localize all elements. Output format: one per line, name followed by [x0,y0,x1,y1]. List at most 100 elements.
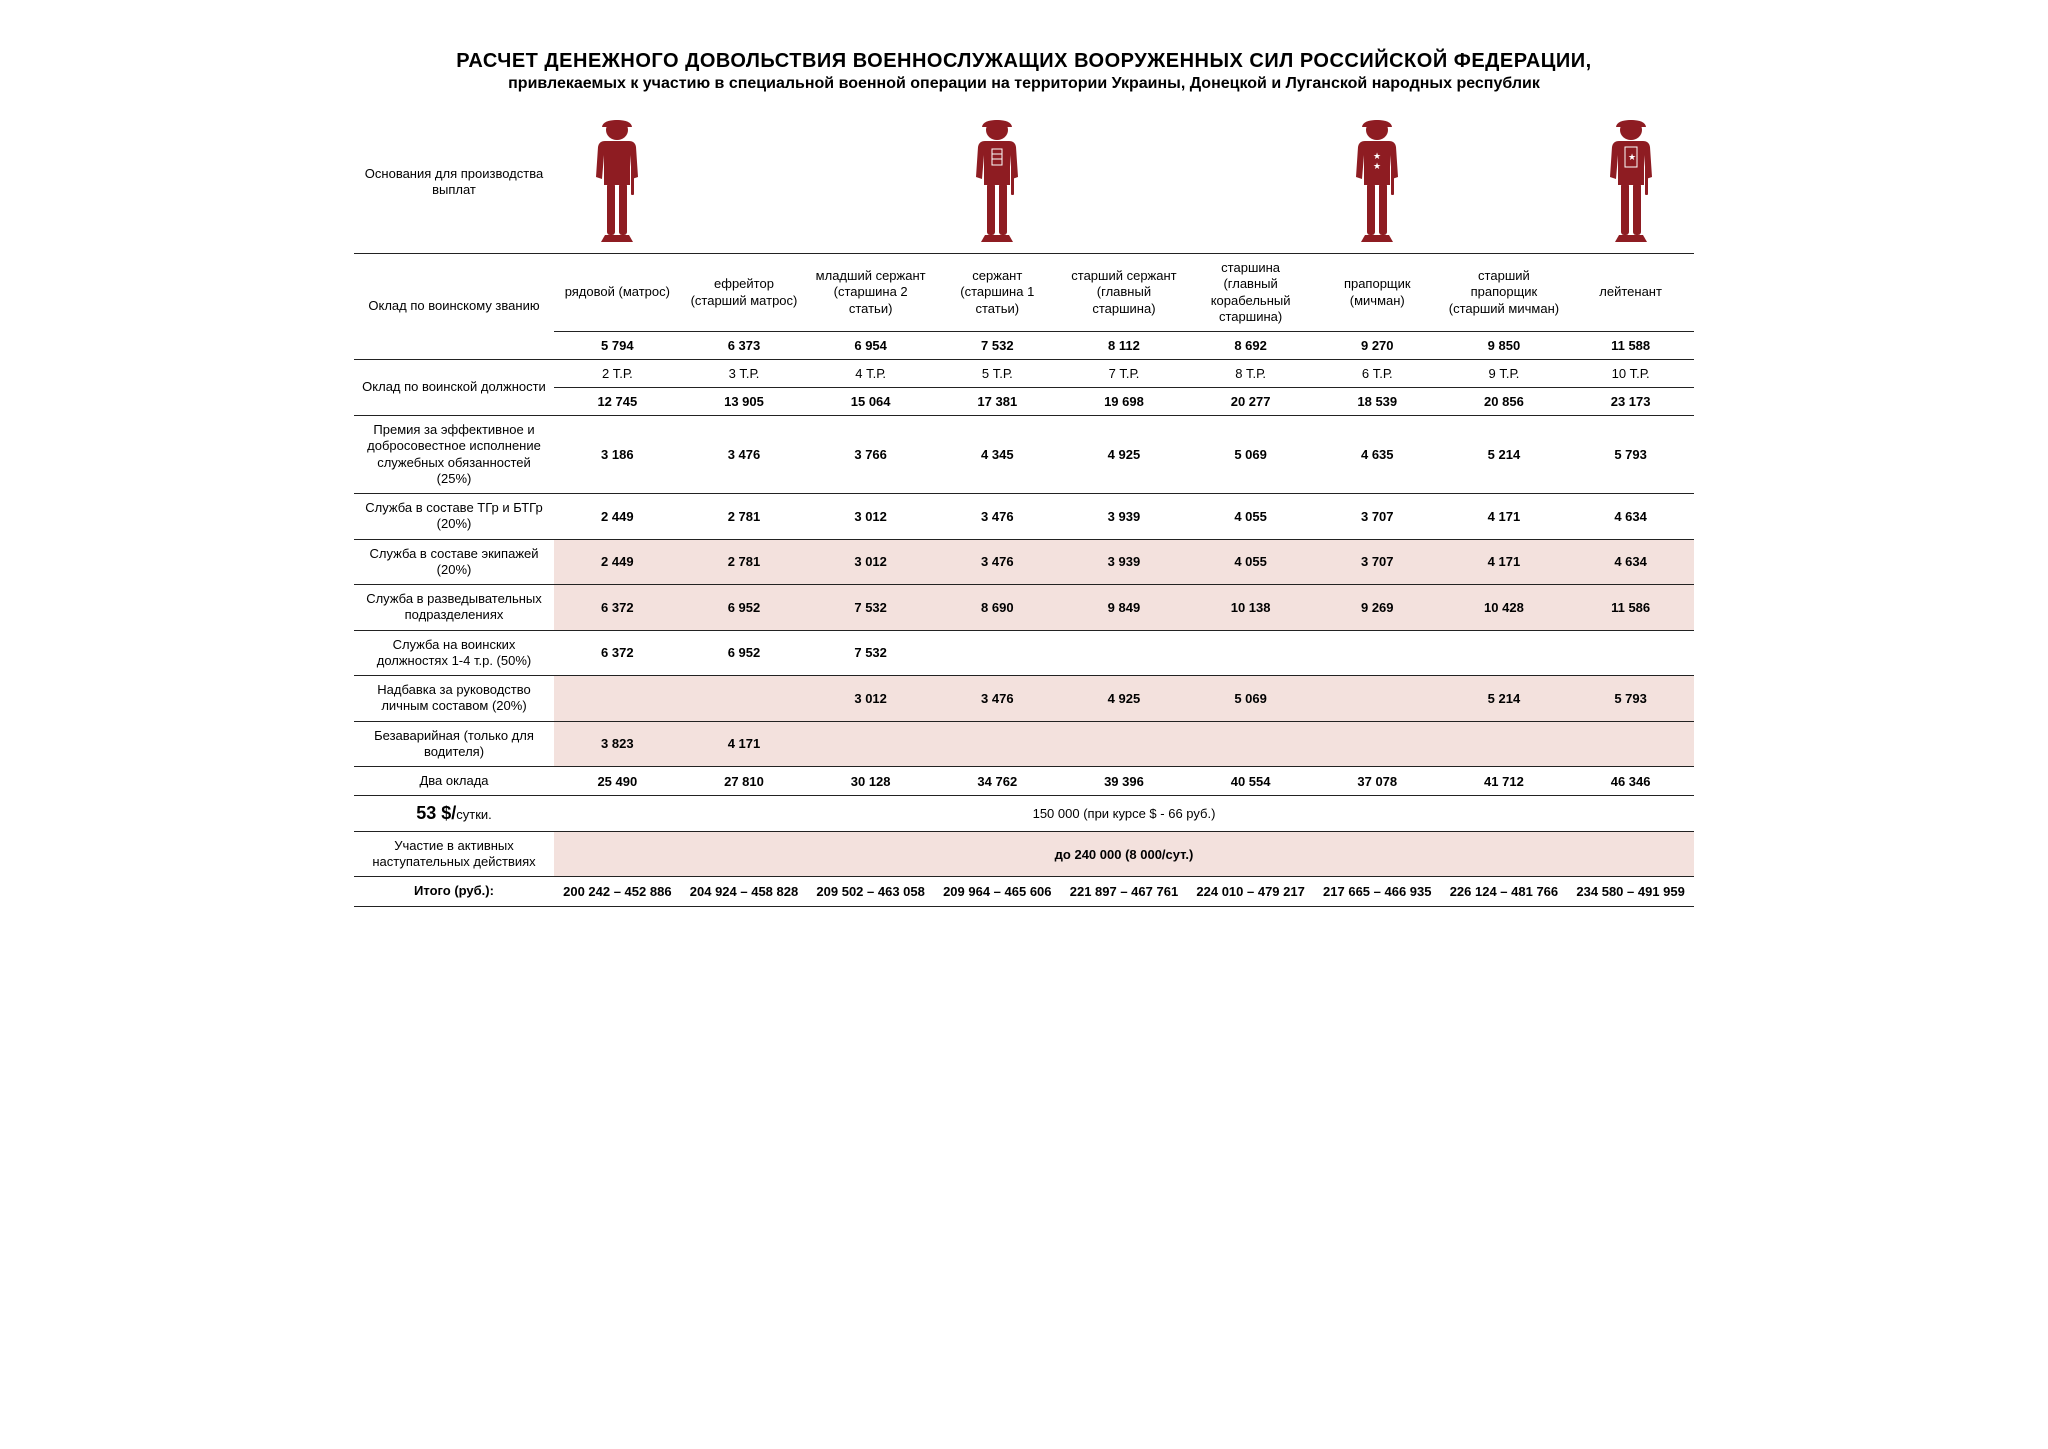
soldier-icon-cell: ★ [1567,111,1694,254]
soldier-icon: ★ [1601,117,1661,247]
rank-salary-row: 5 794 6 373 6 954 7 532 8 112 8 692 9 27… [354,332,1694,360]
rank-salary-value: 9 270 [1314,332,1441,360]
bonus-row: Служба в разведывательных подразделениях… [354,585,1694,631]
bonus-rows: Премия за эффективное и добросовестное и… [354,416,1694,796]
tariff-row: Оклад по воинской должности 2 Т.Р. 3 Т.Р… [354,360,1694,388]
bonus-value: 3 476 [934,494,1061,540]
tariff-value: 2 Т.Р. [554,360,681,388]
svg-text:★: ★ [1373,151,1381,161]
bonus-value: 4 634 [1567,494,1694,540]
bonus-value: 6 372 [554,630,681,676]
bonus-value: 11 586 [1567,585,1694,631]
bonus-value: 4 055 [1187,539,1314,585]
bonus-value: 3 012 [807,539,934,585]
rank-label: старшина (главный корабельный старшина) [1187,254,1314,332]
bonus-value: 4 171 [1441,539,1568,585]
basis-label: Основания для производства выплат [354,111,554,254]
post-salary-value: 15 064 [807,388,934,416]
bonus-value: 6 952 [681,630,808,676]
total-value: 234 580 – 491 959 [1567,877,1694,906]
bonus-value: 3 939 [1061,494,1188,540]
rank-salary-value: 6 373 [681,332,808,360]
rank-salary-value: 7 532 [934,332,1061,360]
bonus-value [1187,721,1314,767]
total-value: 226 124 – 481 766 [1441,877,1568,906]
total-value: 224 010 – 479 217 [1187,877,1314,906]
bonus-value: 3 012 [807,676,934,722]
bonus-row: Премия за эффективное и добросовестное и… [354,416,1694,494]
bonus-row-label: Служба в составе экипажей (20%) [354,539,554,585]
bonus-value: 3 707 [1314,494,1441,540]
rank-salary-value: 8 692 [1187,332,1314,360]
bonus-value [1314,676,1441,722]
bonus-row-label: Безаварийная (только для водителя) [354,721,554,767]
page-title: РАСЧЕТ ДЕНЕЖНОГО ДОВОЛЬСТВИЯ ВОЕННОСЛУЖА… [354,50,1694,73]
rank-label: прапорщик (мичман) [1314,254,1441,332]
bonus-row-label: Служба в разведывательных подразделениях [354,585,554,631]
bonus-value: 5 069 [1187,416,1314,494]
page: РАСЧЕТ ДЕНЕЖНОГО ДОВОЛЬСТВИЯ ВОЕННОСЛУЖА… [324,0,1724,967]
soldier-icon-cell [934,111,1061,254]
bonus-value: 4 925 [1061,416,1188,494]
post-salary-value: 23 173 [1567,388,1694,416]
bonus-value: 8 690 [934,585,1061,631]
tariff-value: 4 Т.Р. [807,360,934,388]
total-value: 200 242 – 452 886 [554,877,681,906]
bonus-row: Безаварийная (только для водителя)3 8234… [354,721,1694,767]
bonus-value: 2 781 [681,539,808,585]
bonus-value: 10 138 [1187,585,1314,631]
post-salary-value: 17 381 [934,388,1061,416]
bonus-value: 3 707 [1314,539,1441,585]
bonus-value: 5 214 [1441,676,1568,722]
pay-table: Основания для производства выплат [354,111,1694,907]
rank-salary-value: 5 794 [554,332,681,360]
dollar-unit: сутки. [456,807,492,822]
tariff-value: 9 Т.Р. [1441,360,1568,388]
bonus-value [1567,630,1694,676]
soldier-icon [587,117,647,247]
tariff-value: 3 Т.Р. [681,360,808,388]
bonus-value [554,676,681,722]
bonus-value: 9 849 [1061,585,1188,631]
bonus-value [1441,721,1568,767]
bonus-value: 3 766 [807,416,934,494]
bonus-row: Надбавка за руководство личным составом … [354,676,1694,722]
bonus-value [1187,630,1314,676]
bonus-value: 2 449 [554,539,681,585]
bonus-value: 4 055 [1187,494,1314,540]
bonus-value: 40 554 [1187,767,1314,796]
soldier-icon-cell: ★★ [1314,111,1441,254]
active-ops-row: Участие в активных наступательных действ… [354,831,1694,877]
active-ops-value: до 240 000 (8 000/сут.) [554,831,1694,877]
rank-labels-row: Оклад по воинскому званию рядовой (матро… [354,254,1694,332]
total-value: 209 964 – 465 606 [934,877,1061,906]
bonus-value [934,630,1061,676]
bonus-value: 3 476 [681,416,808,494]
bonus-value: 3 476 [934,539,1061,585]
bonus-value: 41 712 [1441,767,1568,796]
bonus-row: Служба на воинских должностях 1-4 т.р. (… [354,630,1694,676]
totals-row: Итого (руб.): 200 242 – 452 886 204 924 … [354,877,1694,906]
post-salary-value: 13 905 [681,388,808,416]
bonus-value: 4 925 [1061,676,1188,722]
bonus-value: 10 428 [1441,585,1568,631]
dollar-span-value: 150 000 (при курсе $ - 66 руб.) [554,796,1694,832]
dollar-amount: 53 $/ [416,803,456,823]
bonus-row-label: Надбавка за руководство личным составом … [354,676,554,722]
post-salary-value: 20 856 [1441,388,1568,416]
total-value: 221 897 – 467 761 [1061,877,1188,906]
tariff-value: 10 Т.Р. [1567,360,1694,388]
bonus-row-label: Премия за эффективное и добросовестное и… [354,416,554,494]
bonus-value: 5 214 [1441,416,1568,494]
bonus-value: 34 762 [934,767,1061,796]
bonus-value: 4 635 [1314,416,1441,494]
bonus-value: 3 823 [554,721,681,767]
bonus-value [1061,721,1188,767]
bonus-row: Служба в составе ТГр и БТГр (20%)2 4492 … [354,494,1694,540]
bonus-value: 7 532 [807,585,934,631]
rank-label: младший сержант (старшина 2 статьи) [807,254,934,332]
bonus-row: Служба в составе экипажей (20%)2 4492 78… [354,539,1694,585]
bonus-value: 3 186 [554,416,681,494]
rank-salary-value: 6 954 [807,332,934,360]
bonus-value [1567,721,1694,767]
